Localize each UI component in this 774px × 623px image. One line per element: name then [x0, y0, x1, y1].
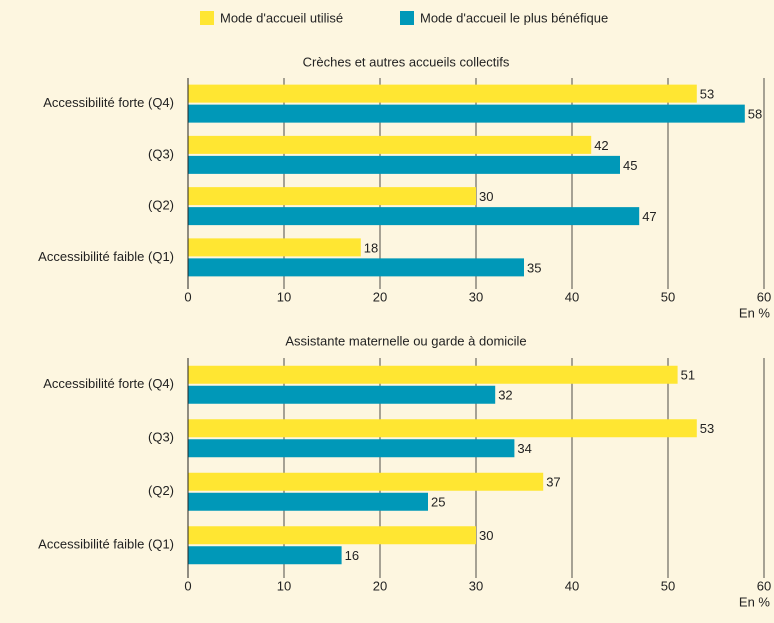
value-label: 30 [479, 528, 493, 543]
y-tick-label: (Q3) [148, 430, 174, 445]
x-tick-label: 60 [757, 289, 771, 304]
x-tick-label: 60 [757, 578, 771, 593]
bar [188, 238, 361, 257]
x-tick-label: 30 [469, 578, 483, 593]
y-tick-label: (Q2) [148, 483, 174, 498]
x-axis-label: En % [739, 305, 771, 320]
legend-label: Mode d'accueil le plus bénéfique [420, 10, 608, 25]
chart-title: Assistante maternelle ou garde à domicil… [285, 333, 526, 348]
bar [188, 385, 496, 404]
x-tick-label: 50 [661, 578, 675, 593]
bar [188, 546, 342, 565]
legend-swatch [200, 11, 214, 25]
value-label: 30 [479, 189, 493, 204]
value-label: 53 [700, 421, 714, 436]
bar [188, 365, 678, 384]
bar [188, 258, 524, 277]
x-tick-label: 40 [565, 289, 579, 304]
x-tick-label: 20 [373, 289, 387, 304]
legend-swatch [400, 11, 414, 25]
x-axis-label: En % [739, 594, 771, 609]
bar [188, 155, 620, 174]
y-tick-label: Accessibilité forte (Q4) [43, 95, 174, 110]
value-label: 32 [498, 388, 512, 403]
x-tick-label: 30 [469, 289, 483, 304]
value-label: 47 [642, 209, 656, 224]
value-label: 58 [748, 107, 762, 122]
chart-title: Crèches et autres accueils collectifs [303, 54, 510, 69]
value-label: 51 [681, 368, 695, 383]
x-tick-label: 20 [373, 578, 387, 593]
bar [188, 104, 745, 123]
value-label: 37 [546, 475, 560, 490]
bar [188, 419, 697, 438]
bar [188, 526, 476, 545]
y-tick-label: (Q3) [148, 146, 174, 161]
bar [188, 439, 515, 458]
y-tick-label: (Q2) [148, 198, 174, 213]
value-label: 34 [517, 441, 531, 456]
x-tick-label: 10 [277, 289, 291, 304]
x-tick-label: 0 [184, 578, 191, 593]
bar [188, 187, 476, 206]
value-label: 18 [364, 240, 378, 255]
x-tick-label: 0 [184, 289, 191, 304]
y-tick-label: Accessibilité faible (Q1) [38, 249, 174, 264]
value-label: 53 [700, 87, 714, 102]
bar [188, 492, 428, 511]
y-tick-label: Accessibilité forte (Q4) [43, 376, 174, 391]
value-label: 25 [431, 495, 445, 510]
legend-label: Mode d'accueil utilisé [220, 10, 343, 25]
value-label: 16 [345, 548, 359, 563]
bar [188, 207, 640, 226]
value-label: 42 [594, 138, 608, 153]
bar [188, 84, 697, 103]
value-label: 35 [527, 260, 541, 275]
bar [188, 472, 544, 491]
value-label: 45 [623, 158, 637, 173]
x-tick-label: 50 [661, 289, 675, 304]
bar [188, 135, 592, 154]
x-tick-label: 40 [565, 578, 579, 593]
x-tick-label: 10 [277, 578, 291, 593]
y-tick-label: Accessibilité faible (Q1) [38, 537, 174, 552]
